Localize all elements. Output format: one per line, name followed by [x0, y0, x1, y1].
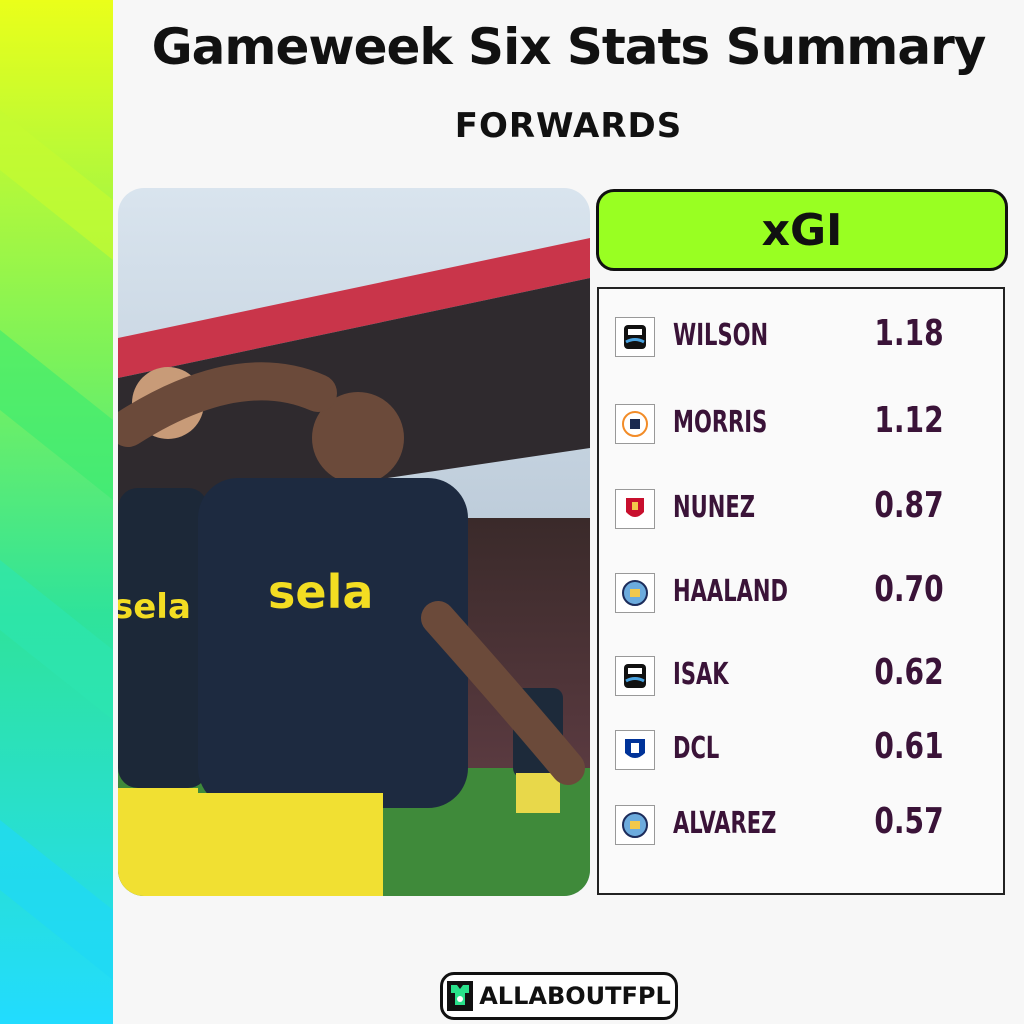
player-value: 0.87 [874, 485, 944, 526]
table-row: HAALAND 0.70 [599, 569, 1003, 619]
liverpool-crest-icon [615, 489, 655, 529]
player-name: ALVAREZ [673, 806, 777, 841]
newcastle-crest-icon [615, 317, 655, 357]
metric-header: xGI [596, 189, 1008, 271]
player-name: DCL [673, 731, 720, 766]
brand-logo-text: ALLABOUTFPL [479, 982, 671, 1010]
player-value: 0.57 [874, 801, 944, 842]
player-value: 0.61 [874, 726, 944, 767]
table-row: DCL 0.61 [599, 726, 1003, 776]
player-celebration-photo: sela sela [118, 188, 590, 896]
newcastle-crest-icon [615, 656, 655, 696]
table-row: MORRIS 1.12 [599, 400, 1003, 450]
player-name: NUNEZ [673, 490, 755, 525]
player-name: HAALAND [673, 574, 789, 609]
player-name: WILSON [673, 318, 769, 353]
player-value: 1.18 [874, 313, 944, 354]
page-title: Gameweek Six Stats Summary [151, 18, 987, 76]
man-city-crest-icon [615, 573, 655, 613]
luton-crest-icon [615, 404, 655, 444]
position-subtitle: FORWARDS [454, 106, 683, 146]
player-name: ISAK [673, 657, 729, 692]
player-value: 0.70 [874, 569, 944, 610]
metric-label: xGI [761, 204, 843, 256]
table-row: NUNEZ 0.87 [599, 485, 1003, 535]
shirt-sponsor-text: sela [268, 565, 373, 619]
table-row: WILSON 1.18 [599, 313, 1003, 363]
table-row: ALVAREZ 0.57 [599, 801, 1003, 851]
player-name: MORRIS [673, 405, 768, 440]
everton-crest-icon [615, 730, 655, 770]
table-row: ISAK 0.62 [599, 652, 1003, 702]
man-city-crest-icon [615, 805, 655, 845]
player-value: 0.62 [874, 652, 944, 693]
football-shirt-icon [447, 981, 474, 1011]
brand-logo: ALLABOUTFPL [440, 972, 678, 1020]
player-value: 1.12 [874, 400, 944, 441]
teammate-shirt-sponsor-text: sela [118, 587, 191, 627]
stats-table: WILSON 1.18 MORRIS 1.12 NUNEZ 0.87 HAALA… [597, 287, 1005, 895]
decorative-side-stripe [0, 0, 113, 1024]
